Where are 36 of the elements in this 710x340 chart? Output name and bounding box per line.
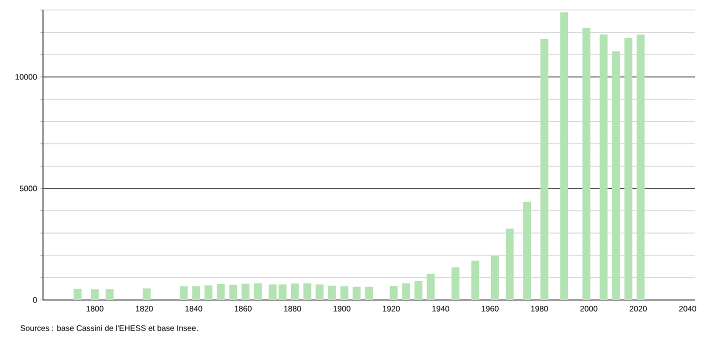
bar — [216, 284, 225, 300]
bar — [90, 289, 99, 300]
bar — [268, 284, 277, 300]
bar — [192, 286, 200, 300]
bar — [365, 286, 373, 300]
bar — [636, 34, 645, 300]
bar — [340, 286, 348, 300]
bar — [582, 28, 590, 300]
bar — [402, 283, 410, 300]
bar — [290, 283, 299, 300]
bar — [328, 286, 336, 300]
bar — [523, 202, 532, 300]
bar — [278, 284, 287, 300]
bar — [74, 288, 82, 300]
bar — [624, 38, 632, 300]
bar — [390, 286, 398, 300]
bar — [560, 12, 568, 300]
bar — [254, 283, 262, 300]
bar — [229, 284, 238, 300]
bar — [414, 281, 422, 300]
bar — [612, 51, 620, 300]
bar — [180, 286, 188, 300]
bar — [142, 288, 151, 300]
bar — [451, 267, 460, 300]
bar — [506, 228, 514, 300]
bar — [303, 283, 312, 300]
bar — [242, 284, 250, 300]
bar — [426, 274, 435, 300]
bar — [540, 38, 548, 300]
bar — [316, 284, 324, 300]
bar — [106, 289, 114, 300]
bar — [204, 285, 212, 300]
bar — [352, 286, 361, 300]
bar — [600, 34, 608, 300]
bar — [471, 260, 480, 300]
bar — [491, 256, 499, 300]
